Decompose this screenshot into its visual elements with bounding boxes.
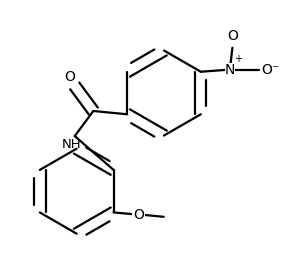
- Text: NH: NH: [62, 138, 81, 151]
- Text: O⁻: O⁻: [261, 62, 279, 77]
- Text: O: O: [133, 208, 144, 222]
- Text: +: +: [234, 54, 242, 64]
- Text: N: N: [225, 62, 235, 77]
- Text: O: O: [64, 70, 75, 84]
- Text: O: O: [227, 29, 238, 43]
